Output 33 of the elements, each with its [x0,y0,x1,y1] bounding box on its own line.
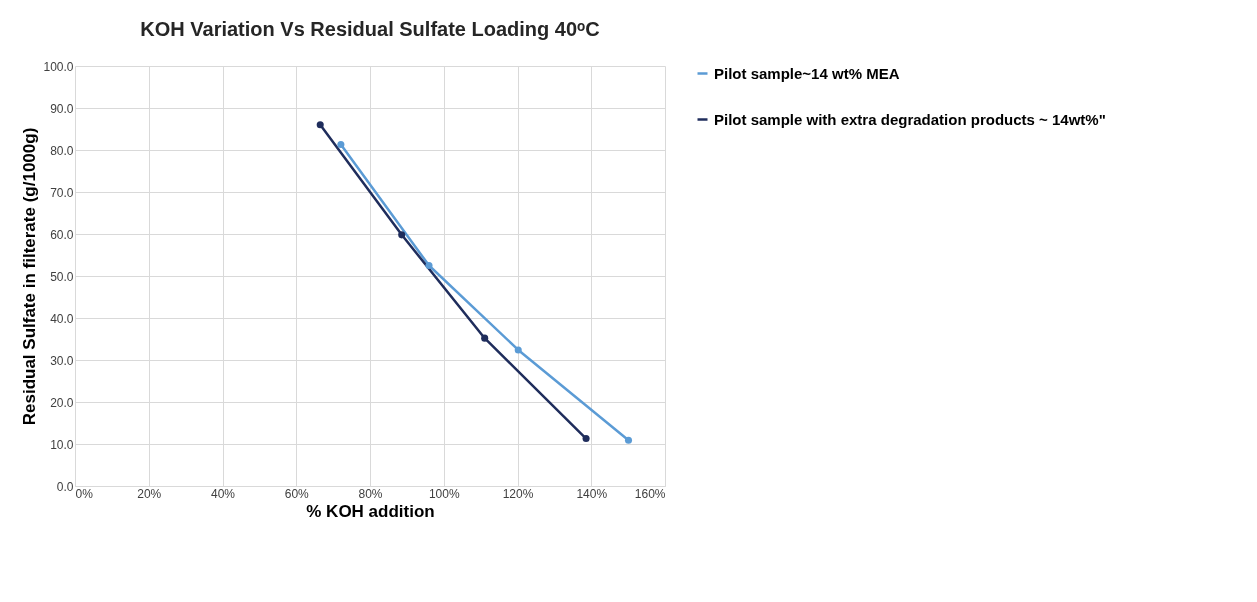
y-tick-label: 70.0 [50,185,74,200]
point [624,436,633,444]
x-tick-label: 60% [284,486,310,501]
x-tick-label: 160% [634,486,666,501]
x-tick-label: 40% [210,486,236,501]
legend-label: Pilot sample with extra degradation products ~ 14wt%" [714,110,1106,128]
x-tick-label: 20% [137,486,162,501]
y-tick-label: 30.0 [50,353,74,368]
x-tick-label: 120% [502,486,534,501]
x-tick-label: 80% [358,486,383,501]
point [582,435,590,443]
y-tick-label: 0.0 [56,479,74,494]
y-axis-title: Residual Sulfate in filterate (g/1000g) [20,127,40,426]
y-tick-label: 100.0 [43,59,74,74]
y-tick-label: 90.0 [50,101,74,116]
point [425,261,433,270]
x-tick-label: 100% [428,486,460,501]
point [316,121,324,129]
chart-title: KOH Variation Vs Residual Sulfate Loading 40ᵒC [140,18,600,40]
y-tick-label: 20.0 [50,395,74,410]
point [337,141,345,149]
y-tick-label: 60.0 [50,227,74,242]
y-tick-label: 10.0 [50,437,74,452]
point [481,334,489,342]
x-tick-label: 140% [576,486,608,501]
point [398,231,406,239]
point [514,346,522,354]
x-axis-title: % KOH addition [306,501,435,521]
x-tick-label: 0% [75,486,94,501]
y-tick-label: 40.0 [50,311,74,326]
y-tick-label: 80.0 [50,143,74,158]
y-tick-label: 50.0 [50,269,74,284]
legend-label: Pilot sample~14 wt% MEA [714,64,900,82]
